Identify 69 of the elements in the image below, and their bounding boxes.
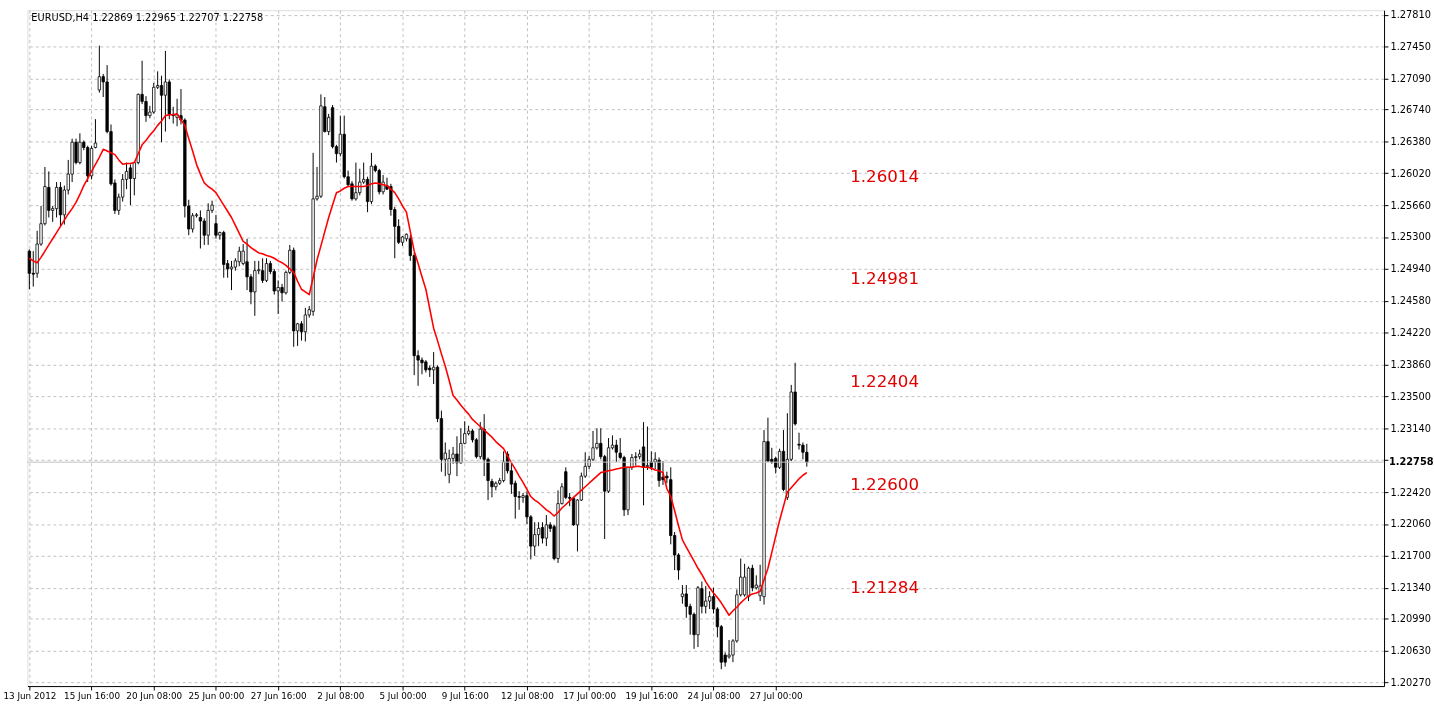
candlestick bbox=[540, 521, 545, 544]
candlestick bbox=[128, 163, 133, 206]
annotation: 1.22600 bbox=[850, 475, 920, 495]
x-tick-label: 9 Jul 16:00 bbox=[441, 691, 490, 702]
candlestick bbox=[684, 584, 688, 619]
y-tick-label: 1.22060 bbox=[1390, 518, 1431, 530]
candlestick bbox=[253, 260, 257, 317]
x-tick-label: 20 Jun 08:00 bbox=[126, 691, 183, 702]
candlestick bbox=[27, 248, 31, 290]
candlestick bbox=[536, 521, 541, 547]
x-tick-label: 5 Jul 00:00 bbox=[379, 691, 428, 702]
candlestick bbox=[680, 584, 685, 605]
candlestick bbox=[214, 214, 218, 240]
y-tick-label: 1.24580 bbox=[1390, 295, 1431, 307]
y-tick-label: 1.26020 bbox=[1390, 167, 1431, 179]
x-tick-label: 27 Jun 16:00 bbox=[250, 691, 307, 702]
y-tick-label: 1.26380 bbox=[1390, 135, 1431, 147]
x-tick-label: 12 Jul 08:00 bbox=[501, 691, 555, 702]
x-tick-label: 17 Jul 00:00 bbox=[563, 691, 617, 702]
x-tick-label: 27 Jul 00:00 bbox=[749, 691, 803, 702]
y-tick-label: 1.27810 bbox=[1390, 9, 1431, 21]
candlestick bbox=[377, 168, 381, 195]
candlestick bbox=[97, 45, 101, 94]
candlestick bbox=[742, 563, 747, 598]
y-tick-label: 1.22420 bbox=[1390, 486, 1431, 498]
candlestick bbox=[805, 443, 809, 468]
line-series bbox=[28, 113, 808, 616]
y-tick-label: 1.20270 bbox=[1390, 676, 1431, 688]
y-tick-label: 1.20990 bbox=[1390, 613, 1431, 625]
y-tick-label: 1.21700 bbox=[1390, 550, 1431, 562]
candlestick bbox=[303, 307, 307, 342]
x-tick-label: 19 Jul 16:00 bbox=[625, 691, 679, 702]
y-tick-label: 1.24940 bbox=[1390, 263, 1431, 275]
y-tick-label: 1.25660 bbox=[1390, 199, 1431, 211]
annotation: 1.24981 bbox=[850, 269, 920, 289]
candlestick bbox=[544, 514, 548, 547]
y-tick-label: 1.27450 bbox=[1390, 40, 1431, 52]
candlestick bbox=[797, 432, 801, 451]
x-tick-label: 24 Jul 08:00 bbox=[687, 691, 741, 702]
y-tick-label: 1.21340 bbox=[1390, 582, 1431, 594]
x-tick-label: 15 Jun 16:00 bbox=[64, 691, 121, 702]
candlestick bbox=[704, 585, 708, 614]
y-tick-label: 1.26740 bbox=[1390, 103, 1431, 115]
candlestick bbox=[354, 162, 358, 202]
y-tick-label: 1.27090 bbox=[1390, 72, 1431, 84]
y-tick-label: 1.23860 bbox=[1390, 358, 1431, 370]
annotation: 1.21284 bbox=[850, 578, 920, 598]
candlestick bbox=[381, 174, 385, 195]
chart-title: EURUSD,H4 1.22869 1.22965 1.22707 1.22758 bbox=[31, 11, 264, 23]
candlestick bbox=[78, 132, 82, 165]
annotation: 1.22404 bbox=[850, 372, 920, 392]
x-tick-label: 13 Jun 2012 bbox=[3, 691, 57, 702]
candlestick bbox=[237, 246, 241, 267]
y-tick-label: 1.23500 bbox=[1390, 390, 1431, 402]
candlestick bbox=[614, 439, 618, 463]
ref-line-label: 1.22758 bbox=[1388, 456, 1434, 468]
candlestick bbox=[54, 181, 59, 218]
y-tick-label: 1.20630 bbox=[1390, 645, 1431, 657]
annotation: 1.26014 bbox=[850, 166, 920, 186]
candlestick bbox=[93, 118, 98, 149]
x-tick-label: 2 Jul 08:00 bbox=[317, 691, 365, 702]
x-tick-label: 25 Jun 00:00 bbox=[188, 691, 245, 702]
candlestick bbox=[455, 435, 459, 477]
candlestick bbox=[661, 460, 665, 486]
y-tick-label: 1.24220 bbox=[1390, 327, 1431, 339]
candlestick bbox=[727, 639, 731, 660]
y-tick-label: 1.25300 bbox=[1390, 231, 1431, 243]
y-tick-label: 1.23140 bbox=[1390, 422, 1431, 434]
candlestick bbox=[159, 75, 164, 143]
